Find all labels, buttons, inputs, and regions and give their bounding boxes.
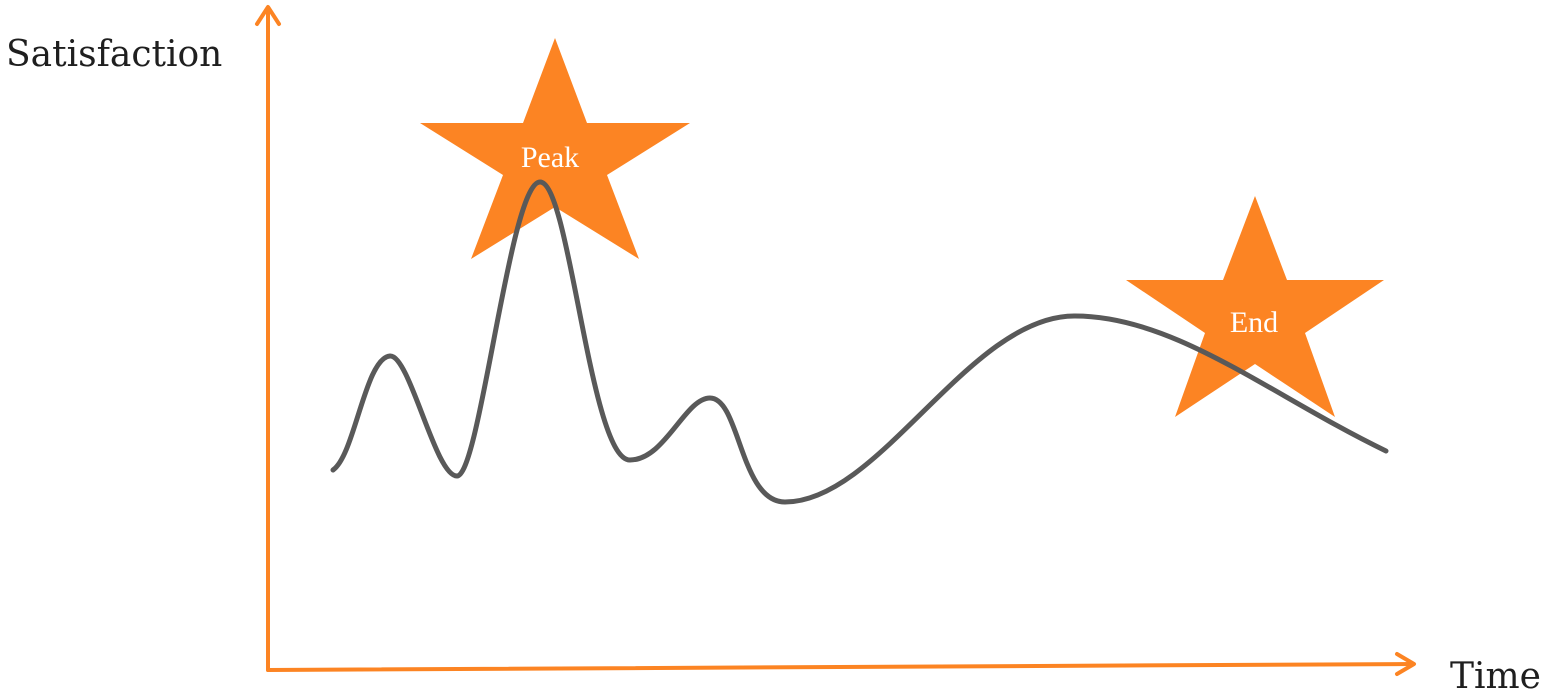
peak-label: Peak <box>521 141 579 174</box>
end-star-icon <box>1126 196 1384 417</box>
peak-marker: Peak <box>420 38 690 259</box>
peak-star-icon <box>420 38 690 259</box>
x-axis-line <box>266 662 1414 672</box>
y-axis-label: Satisfaction <box>6 34 222 75</box>
y-axis <box>255 5 281 672</box>
satisfaction-curve <box>330 179 1389 505</box>
end-label: End <box>1230 306 1278 339</box>
x-axis-label: Time <box>1450 656 1541 697</box>
x-axis <box>266 652 1416 676</box>
y-axis-arrowhead <box>255 5 281 26</box>
end-marker: End <box>1126 196 1384 417</box>
x-axis-arrowhead <box>1395 652 1416 676</box>
